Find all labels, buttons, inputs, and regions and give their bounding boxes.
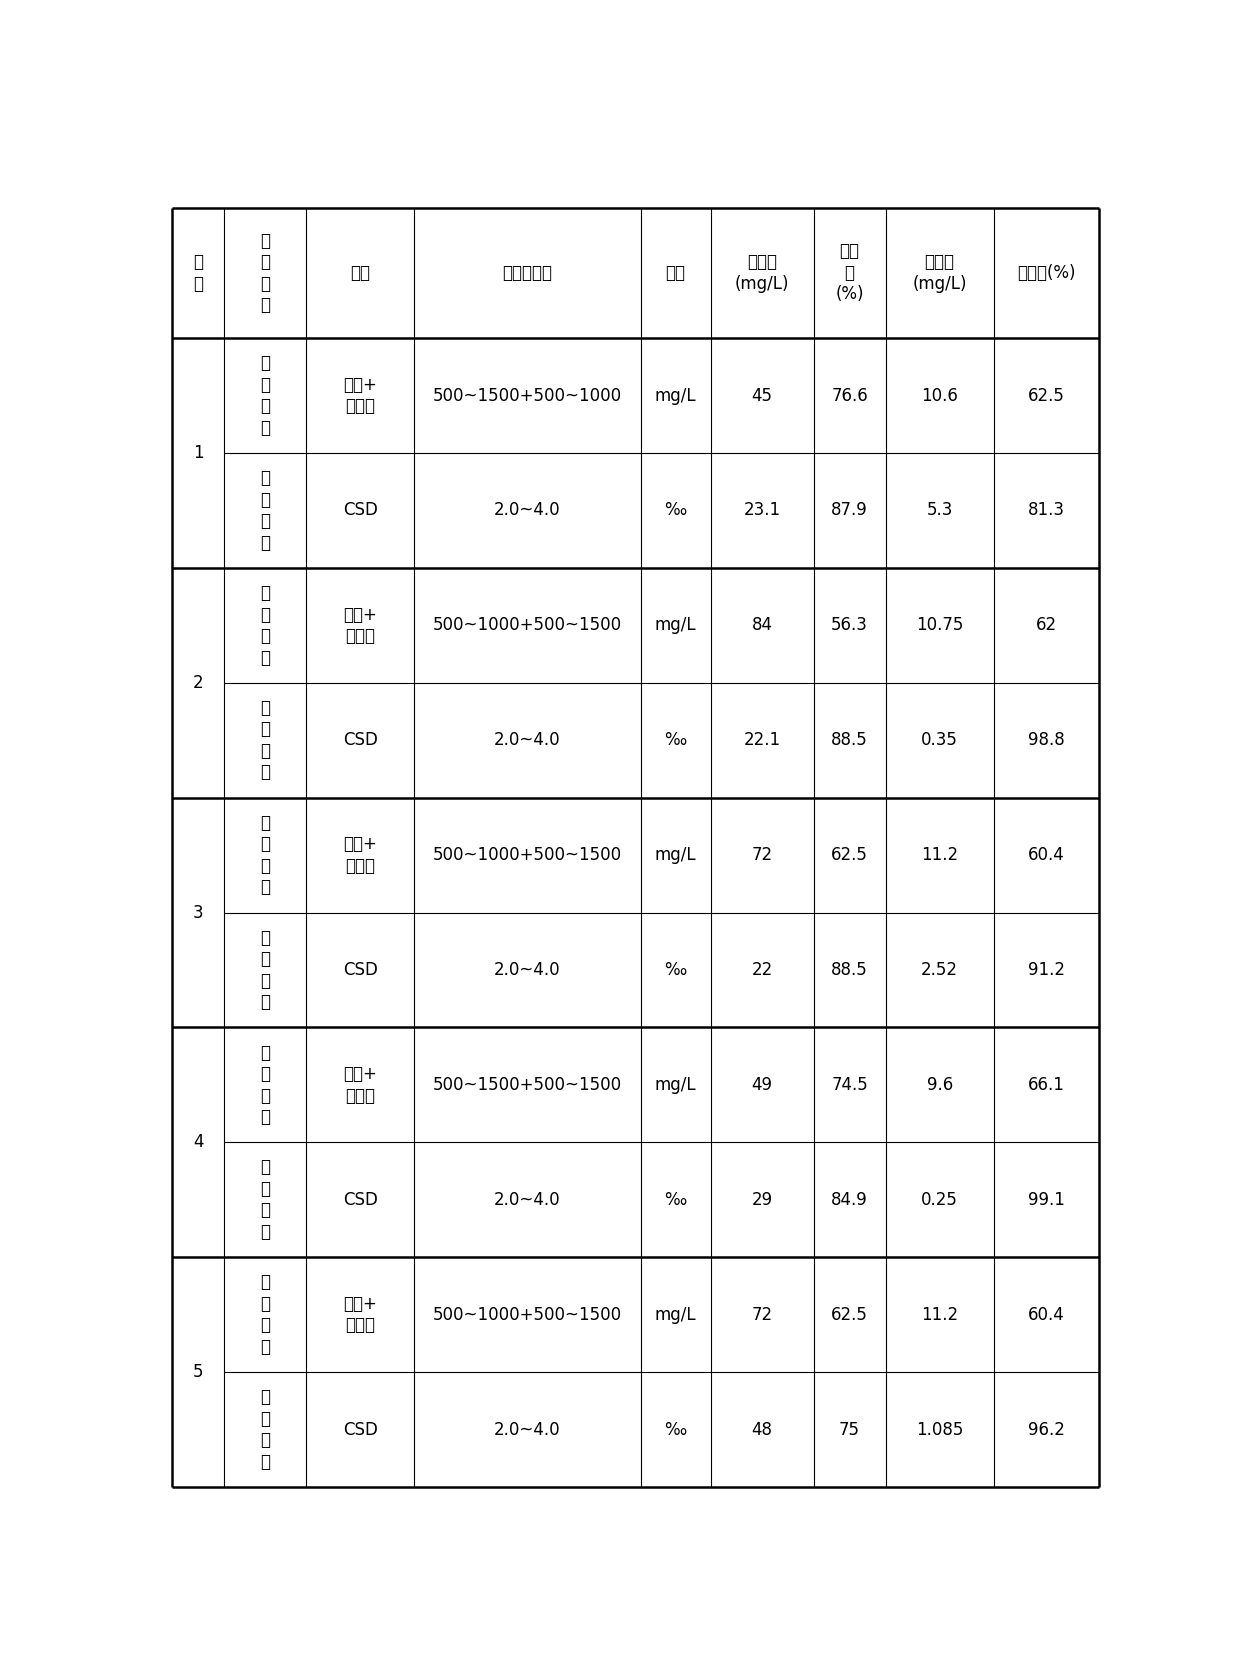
Text: 48: 48	[751, 1421, 773, 1438]
Text: 76.6: 76.6	[831, 386, 868, 404]
Text: 87.9: 87.9	[831, 502, 868, 520]
Text: 2.0~4.0: 2.0~4.0	[494, 961, 560, 978]
Text: mg/L: mg/L	[655, 846, 697, 864]
Text: 一
级
反
应: 一 级 反 应	[260, 1274, 270, 1356]
Text: 45: 45	[751, 386, 773, 404]
Text: CSD: CSD	[342, 1191, 378, 1208]
Text: CSD: CSD	[342, 502, 378, 520]
Text: 反
应
级
别: 反 应 级 别	[260, 232, 270, 314]
Text: 62.5: 62.5	[831, 1305, 868, 1324]
Text: mg/L: mg/L	[655, 386, 697, 404]
Text: 0.25: 0.25	[921, 1191, 959, 1208]
Text: 88.5: 88.5	[831, 732, 868, 748]
Text: 2.0~4.0: 2.0~4.0	[494, 732, 560, 748]
Text: 49: 49	[751, 1076, 773, 1094]
Text: 一
级
反
应: 一 级 反 应	[260, 814, 270, 896]
Text: ‰: ‰	[665, 1421, 687, 1438]
Text: 2.0~4.0: 2.0~4.0	[494, 1421, 560, 1438]
Text: 单位: 单位	[666, 263, 686, 282]
Text: 药剂: 药剂	[350, 263, 371, 282]
Text: 石灿+
氯化镁: 石灿+ 氯化镁	[343, 836, 377, 874]
Text: CSD: CSD	[342, 961, 378, 978]
Text: mg/L: mg/L	[655, 1076, 697, 1094]
Text: 72: 72	[751, 846, 773, 864]
Text: 石灿+
氯化镁: 石灿+ 氯化镁	[343, 1295, 377, 1334]
Text: 药剂投加量: 药剂投加量	[502, 263, 552, 282]
Text: 66.1: 66.1	[1028, 1076, 1065, 1094]
Text: 84.9: 84.9	[831, 1191, 868, 1208]
Text: 11.2: 11.2	[921, 1305, 959, 1324]
Text: 62.5: 62.5	[1028, 386, 1065, 404]
Text: ‰: ‰	[665, 961, 687, 978]
Text: 74.5: 74.5	[831, 1076, 868, 1094]
Text: 2: 2	[192, 675, 203, 691]
Text: 84: 84	[751, 616, 773, 634]
Text: 99.1: 99.1	[1028, 1191, 1065, 1208]
Text: 75: 75	[839, 1421, 861, 1438]
Text: 二
级
反
应: 二 级 反 应	[260, 1158, 270, 1242]
Text: 23.1: 23.1	[744, 502, 781, 520]
Text: 2.0~4.0: 2.0~4.0	[494, 502, 560, 520]
Text: 2.52: 2.52	[921, 961, 959, 978]
Text: 29: 29	[751, 1191, 773, 1208]
Text: 4: 4	[192, 1133, 203, 1151]
Text: 10.75: 10.75	[916, 616, 963, 634]
Text: 60.4: 60.4	[1028, 1305, 1065, 1324]
Text: 序
号: 序 号	[193, 253, 203, 292]
Text: 91.2: 91.2	[1028, 961, 1065, 978]
Text: ‰: ‰	[665, 502, 687, 520]
Text: 62.5: 62.5	[831, 846, 868, 864]
Text: 11.2: 11.2	[921, 846, 959, 864]
Text: 二
级
反
应: 二 级 反 应	[260, 928, 270, 1012]
Text: 88.5: 88.5	[831, 961, 868, 978]
Text: 500~1000+500~1500: 500~1000+500~1500	[433, 1305, 622, 1324]
Text: mg/L: mg/L	[655, 616, 697, 634]
Text: 0.35: 0.35	[921, 732, 959, 748]
Text: 10.6: 10.6	[921, 386, 959, 404]
Text: 500~1500+500~1500: 500~1500+500~1500	[433, 1076, 622, 1094]
Text: 一
级
反
应: 一 级 反 应	[260, 584, 270, 666]
Text: ‰: ‰	[665, 1191, 687, 1208]
Text: 62: 62	[1035, 616, 1056, 634]
Text: 二
级
反
应: 二 级 反 应	[260, 470, 270, 552]
Text: 9.6: 9.6	[926, 1076, 952, 1094]
Text: 81.3: 81.3	[1028, 502, 1065, 520]
Text: CSD: CSD	[342, 1421, 378, 1438]
Text: 3: 3	[192, 903, 203, 921]
Text: CSD: CSD	[342, 732, 378, 748]
Text: 二
级
反
应: 二 级 反 应	[260, 700, 270, 782]
Text: 石灿+
氯化镁: 石灿+ 氯化镁	[343, 376, 377, 416]
Text: 硅酸根
(mg/L): 硅酸根 (mg/L)	[735, 253, 790, 292]
Text: ‰: ‰	[665, 732, 687, 748]
Text: 22: 22	[751, 961, 773, 978]
Text: 500~1000+500~1500: 500~1000+500~1500	[433, 846, 622, 864]
Text: 2.0~4.0: 2.0~4.0	[494, 1191, 560, 1208]
Text: 72: 72	[751, 1305, 773, 1324]
Text: mg/L: mg/L	[655, 1305, 697, 1324]
Text: 56.3: 56.3	[831, 616, 868, 634]
Text: 石灿+
氯化镁: 石灿+ 氯化镁	[343, 606, 377, 644]
Text: 1.085: 1.085	[916, 1421, 963, 1438]
Text: 一
级
反
应: 一 级 反 应	[260, 1044, 270, 1126]
Text: 5: 5	[192, 1363, 203, 1381]
Text: 氟离子
(mg/L): 氟离子 (mg/L)	[913, 253, 967, 292]
Text: 1: 1	[192, 445, 203, 461]
Text: 60.4: 60.4	[1028, 846, 1065, 864]
Text: 二
级
反
应: 二 级 反 应	[260, 1388, 270, 1472]
Text: 去除率(%): 去除率(%)	[1017, 263, 1075, 282]
Text: 5.3: 5.3	[926, 502, 952, 520]
Text: 石灿+
氯化镁: 石灿+ 氯化镁	[343, 1066, 377, 1104]
Text: 去除
率
(%): 去除 率 (%)	[836, 242, 864, 304]
Text: 500~1500+500~1000: 500~1500+500~1000	[433, 386, 622, 404]
Text: 一
级
反
应: 一 级 反 应	[260, 354, 270, 436]
Text: 98.8: 98.8	[1028, 732, 1065, 748]
Text: 22.1: 22.1	[744, 732, 781, 748]
Text: 500~1000+500~1500: 500~1000+500~1500	[433, 616, 622, 634]
Text: 96.2: 96.2	[1028, 1421, 1065, 1438]
